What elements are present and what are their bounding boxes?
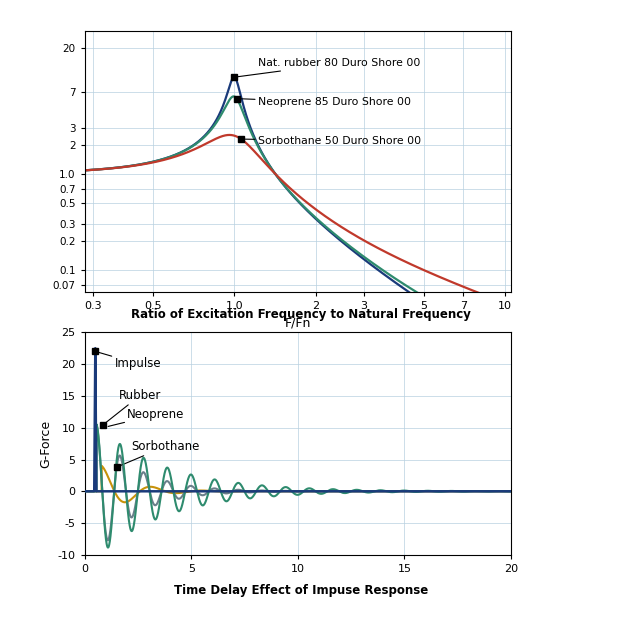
Text: Neoprene 85 Duro Shore 00: Neoprene 85 Duro Shore 00 — [237, 97, 411, 107]
Text: Sorbothane: Sorbothane — [117, 440, 200, 467]
Text: Rubber: Rubber — [103, 389, 161, 424]
Text: Ratio of Excitation Frequency to Natural Frequency: Ratio of Excitation Frequency to Natural… — [131, 308, 471, 322]
Text: Sorbothane 50 Duro Shore 00: Sorbothane 50 Duro Shore 00 — [241, 135, 421, 145]
X-axis label: F/Fn: F/Fn — [285, 316, 311, 329]
Text: Time Delay Effect of Impuse Response: Time Delay Effect of Impuse Response — [174, 584, 428, 598]
Text: Impulse: Impulse — [95, 351, 161, 371]
Text: Neoprene: Neoprene — [108, 408, 185, 426]
Text: Nat. rubber 80 Duro Shore 00: Nat. rubber 80 Duro Shore 00 — [234, 58, 420, 77]
Y-axis label: G-Force: G-Force — [39, 419, 52, 468]
